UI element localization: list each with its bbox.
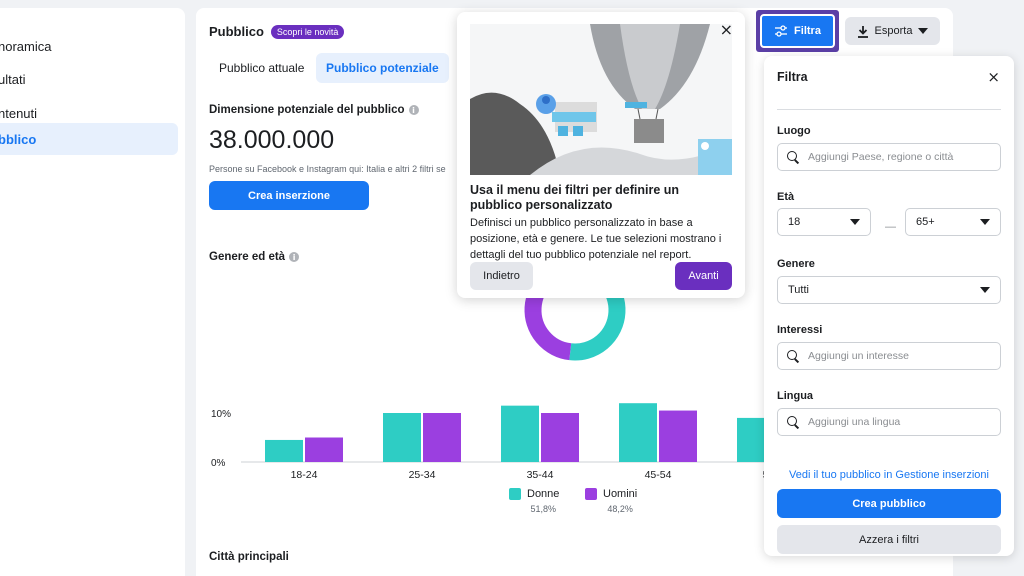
filter-button[interactable]: Filtra (760, 14, 835, 48)
sliders-icon (775, 25, 788, 37)
popover-title: Usa il menu dei filtri per definire un p… (470, 183, 680, 212)
caret-down-icon (918, 28, 929, 34)
caret-down-icon (980, 287, 990, 293)
popover-body: Definisci un pubblico personalizzato in … (470, 217, 722, 261)
bar-donne (383, 413, 421, 462)
top-cities-label-text: Città principali (209, 551, 289, 563)
bar-uomini (423, 413, 461, 462)
search-icon (786, 349, 800, 363)
interests-placeholder: Aggiungi un interesse (808, 350, 909, 362)
bar-donne (501, 405, 539, 462)
title-row: Pubblico Scopri le novità (209, 24, 345, 39)
new-badge[interactable]: Scopri le novità (270, 24, 345, 39)
search-icon (786, 415, 800, 429)
download-icon (857, 25, 868, 38)
top-cities-label: Città principali (209, 551, 289, 563)
back-button[interactable]: Indietro (470, 262, 533, 290)
language-input[interactable]: Aggiungi una lingua (777, 408, 1001, 436)
info-icon[interactable]: i (289, 252, 300, 262)
bar-uomini (305, 437, 343, 462)
nav-item-label: ultati (0, 71, 26, 87)
location-label: Luogo (777, 125, 811, 137)
filter-panel-title: Filtra (777, 70, 808, 84)
legend-pct-donne: 51,8% (530, 504, 556, 514)
x-tick-label: 45-54 (645, 469, 672, 481)
age-label: Età (777, 191, 795, 203)
gender-age-label: Genere ed età i (209, 251, 300, 263)
x-tick-label: 18-24 (291, 469, 318, 481)
caret-down-icon (980, 219, 990, 225)
age-min-value: 18 (788, 216, 801, 228)
audience-size-label-text: Dimensione potenziale del pubblico (209, 104, 405, 116)
interests-label: Interessi (777, 324, 823, 336)
page-title: Pubblico (209, 24, 264, 39)
gender-select[interactable]: Tutti (777, 276, 1001, 304)
info-icon[interactable]: i (408, 105, 419, 115)
legend-swatch-uomini (585, 488, 597, 500)
export-button-label: Esporta (874, 25, 913, 37)
language-placeholder: Aggiungi una lingua (808, 416, 901, 428)
gender-age-label-text: Genere ed età (209, 251, 286, 263)
nav-item-panoramica[interactable]: noramica (0, 30, 178, 62)
search-icon (786, 150, 800, 164)
legend-pct-uomini: 48,2% (607, 504, 633, 514)
filter-tour-popover: × Usa il menu dei filtri per definire un… (457, 12, 745, 298)
nav-item-pubblico[interactable]: bblico (0, 123, 178, 155)
tab-pubblico-attuale[interactable]: Pubblico attuale (219, 61, 305, 75)
location-input[interactable]: Aggiungi Paese, regione o città (777, 143, 1001, 171)
nav-item-label: noramica (0, 38, 52, 54)
audience-note: Persone su Facebook e Instagram qui: Ita… (209, 164, 446, 174)
nav-item-label: bblico (0, 131, 37, 147)
bar-donne (619, 403, 657, 462)
next-button[interactable]: Avanti (675, 262, 732, 290)
y-tick-label: 0% (211, 458, 226, 469)
export-button[interactable]: Esporta (845, 17, 940, 45)
legend-uomini: Uomini 48,2% (585, 488, 637, 514)
legend-label-uomini: Uomini (603, 488, 638, 500)
legend-label-donne: Donne (527, 488, 560, 500)
ads-manager-link[interactable]: Vedi il tuo pubblico in Gestione inserzi… (789, 469, 989, 481)
bar-uomini (541, 413, 579, 462)
bar-uomini (659, 410, 697, 462)
x-tick-label: 25-34 (409, 469, 436, 481)
divider (777, 109, 1001, 110)
x-tick-label: 35-44 (527, 469, 554, 481)
location-placeholder: Aggiungi Paese, regione o città (808, 151, 954, 163)
age-range-dash: — (885, 221, 896, 233)
reset-filters-button[interactable]: Azzera i filtri (777, 525, 1001, 554)
age-min-select[interactable]: 18 (777, 208, 871, 236)
audience-size-label: Dimensione potenziale del pubblico i (209, 104, 419, 116)
nav-item-contenuti[interactable]: ntenuti (0, 97, 178, 129)
gender-value: Tutti (788, 284, 809, 296)
interests-input[interactable]: Aggiungi un interesse (777, 342, 1001, 370)
bar-donne (265, 439, 303, 462)
legend-donne: Donne 51,8% (509, 488, 559, 514)
illustration-image (470, 24, 732, 175)
tab-pubblico-potenziale[interactable]: Pubblico potenziale (316, 53, 449, 83)
nav-item-label: ntenuti (0, 105, 38, 121)
age-max-value: 65+ (916, 216, 935, 228)
filter-button-highlight: Filtra (756, 10, 839, 52)
left-nav: noramica ultati ntenuti bblico (0, 8, 185, 576)
close-icon[interactable]: × (719, 20, 733, 39)
create-ad-button[interactable]: Crea inserzione (209, 181, 369, 210)
filter-button-label: Filtra (794, 25, 821, 37)
filter-panel: Filtra × Luogo Aggiungi Paese, regione o… (764, 56, 1014, 556)
audience-size-value: 38.000.000 (209, 126, 335, 154)
y-tick-label: 10% (211, 409, 231, 420)
gender-label: Genere (777, 258, 815, 270)
age-max-select[interactable]: 65+ (905, 208, 1001, 236)
close-icon[interactable]: × (987, 68, 1000, 86)
caret-down-icon (850, 219, 860, 225)
nav-item-risultati[interactable]: ultati (0, 63, 178, 95)
create-audience-button[interactable]: Crea pubblico (777, 489, 1001, 518)
legend-swatch-donne (509, 488, 521, 500)
language-label: Lingua (777, 390, 814, 402)
